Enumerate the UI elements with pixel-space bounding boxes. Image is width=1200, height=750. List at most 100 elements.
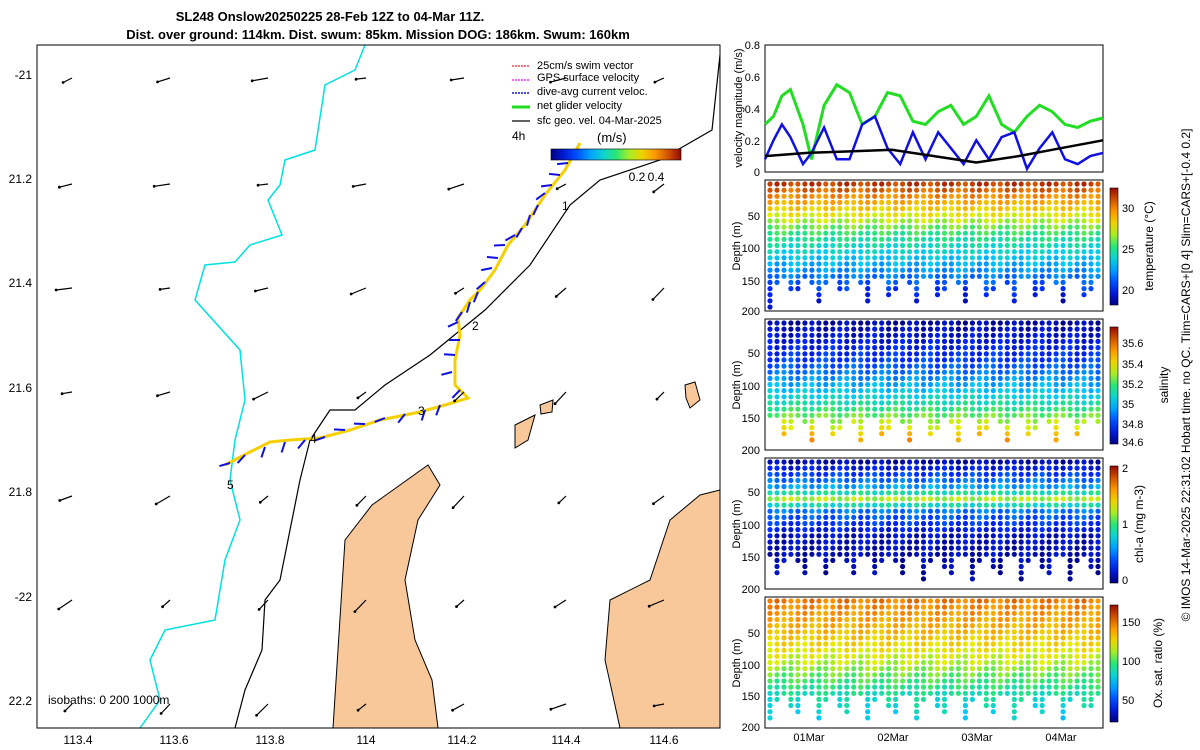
profile-sample [830, 539, 836, 545]
geo-vector-head [61, 81, 65, 84]
profile-sample [809, 635, 815, 641]
geo-vector-head [158, 288, 162, 291]
profile-sample [976, 375, 983, 381]
profile-sample [927, 375, 934, 381]
profile-sample [893, 218, 899, 224]
profile-sample [1004, 273, 1010, 279]
profile-sample [920, 381, 927, 388]
profile-sample [1025, 598, 1031, 604]
profile-sample [1053, 610, 1059, 616]
profile-sample [837, 539, 843, 545]
profile-sample [934, 412, 941, 418]
profile-sample [1060, 514, 1066, 521]
profile-sample [962, 684, 969, 690]
profile-sample [844, 709, 850, 715]
profile-sample [920, 345, 927, 351]
profile-sample [962, 527, 969, 533]
profile-sample [934, 490, 941, 496]
profile-sample [851, 224, 857, 230]
profile-sample [1046, 647, 1052, 653]
profile-sample [830, 273, 836, 279]
profile-sample [816, 709, 822, 715]
profile-sample [851, 326, 857, 332]
profile-sample [830, 381, 836, 388]
profile-sample [1074, 326, 1080, 332]
profile-sample [990, 381, 996, 388]
profile-sample [1018, 598, 1024, 604]
profile-sample [1088, 702, 1094, 709]
profile-sample [886, 394, 892, 400]
profile-sample [872, 551, 878, 557]
profile-sample [1067, 678, 1073, 684]
profile-sample [934, 388, 941, 394]
profile-sample [962, 659, 969, 666]
profile-sample [914, 412, 920, 418]
profile-sample [914, 496, 920, 502]
profile-sample [934, 659, 941, 666]
profile-sample [907, 604, 913, 610]
profile-sample [830, 551, 836, 557]
profile-sample [941, 696, 948, 703]
profile-sample [879, 598, 885, 604]
profile-sample [969, 659, 976, 666]
profile-sample [851, 629, 857, 635]
profile-sample [997, 684, 1003, 690]
profile-sample [907, 357, 913, 363]
profile-sample [844, 623, 850, 629]
profile-sample [802, 659, 808, 666]
profile-sample [837, 690, 843, 696]
profile-sample [955, 641, 962, 647]
profile-sample [907, 230, 913, 236]
profile-sample [837, 465, 843, 471]
profile-sample [781, 388, 787, 394]
profile-sample [830, 267, 836, 273]
profile-sample [1088, 357, 1094, 363]
profile-sample [927, 604, 934, 610]
profile-sample [1046, 224, 1052, 230]
profile-sample [816, 641, 822, 647]
profile-sample [1074, 181, 1080, 187]
profile-sample [934, 351, 941, 357]
profile-sample [844, 261, 850, 267]
profile-sample [879, 181, 885, 187]
profile-sample [927, 502, 934, 508]
profile-sample [774, 326, 780, 332]
profile-sample [1011, 267, 1017, 273]
profile-sample [1046, 641, 1052, 647]
profile-sample [900, 598, 906, 604]
profile-sample [830, 206, 836, 212]
land-mass-main [332, 464, 441, 729]
profile-sample [830, 666, 836, 672]
profile-sample [816, 206, 822, 212]
profile-sample [795, 641, 801, 647]
profile-sample [941, 610, 948, 616]
geo-vector-head [252, 397, 256, 401]
island-1 [514, 414, 536, 449]
dive-avg-vector [297, 439, 306, 450]
profile-sample [1081, 320, 1087, 326]
profile-sample [1053, 471, 1059, 477]
profile-sample [990, 672, 996, 678]
profile-sample [1039, 381, 1045, 388]
profile-sample [1074, 471, 1080, 477]
profile-sample [1081, 616, 1087, 623]
profile-sample [955, 381, 962, 388]
profile-sample [941, 218, 948, 224]
profile-sample [886, 539, 892, 545]
profile-sample [1081, 181, 1087, 187]
map-frame [36, 44, 721, 729]
profile-sample [1039, 212, 1045, 218]
profile-sample [997, 490, 1003, 496]
profile-sample [844, 659, 850, 666]
profile-sample [941, 351, 948, 357]
profile-sample [1004, 381, 1010, 388]
profile-sample [1074, 557, 1080, 564]
profile-sample [1032, 218, 1038, 224]
profile-sample [851, 502, 857, 508]
profile-sample [983, 465, 989, 471]
date-tick-1: 02Mar [877, 732, 909, 744]
profile-sample [920, 551, 927, 557]
profile-sample [1032, 400, 1038, 406]
profile-sample [865, 678, 871, 684]
profile-sample [767, 459, 773, 465]
